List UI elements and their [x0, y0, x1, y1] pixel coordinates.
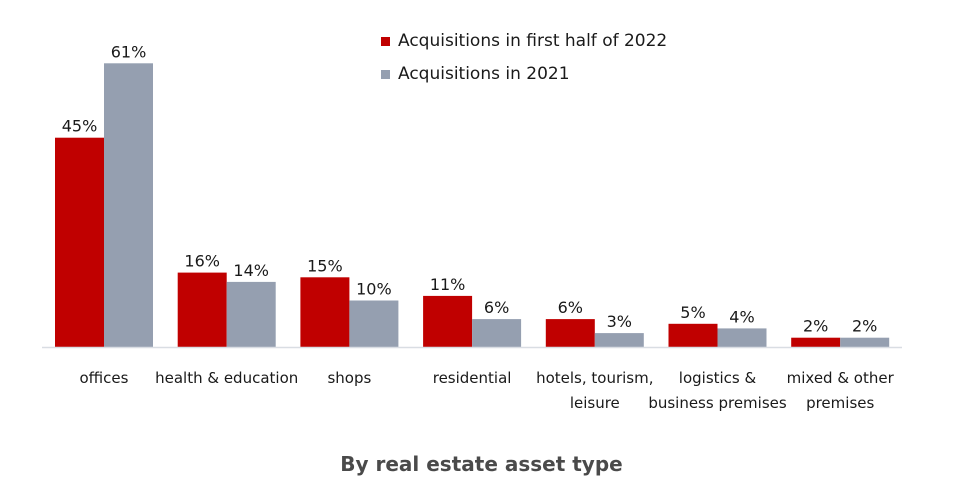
legend-item-2022: Acquisitions in first half of 2022 — [381, 30, 667, 52]
bar-residential-2021 — [472, 319, 522, 347]
category-label-hotels-tourism-leisure-line2: leisure — [570, 394, 620, 412]
value-label-health-education-2022h1: 16% — [184, 252, 220, 271]
category-label-health-education: health & education — [155, 369, 298, 387]
value-label-logistics-business-premises-2022h1: 5% — [680, 303, 705, 322]
category-label-logistics-business-premises-line2: business premises — [648, 394, 787, 412]
category-label-logistics-business-premises-line1: logistics & — [679, 369, 757, 387]
value-label-mixed-other-premises-2022h1: 2% — [803, 317, 828, 336]
legend-swatch-2022 — [381, 36, 390, 46]
category-label-mixed-other-premises-line1: mixed & other — [787, 369, 895, 387]
bar-hotels-tourism-leisure-2021 — [594, 333, 644, 348]
legend-label-2022: Acquisitions in first half of 2022 — [398, 31, 668, 51]
bar-shops-2022h1 — [300, 277, 350, 348]
value-label-hotels-tourism-leisure-2021: 3% — [607, 312, 632, 331]
bar-health-education-2022h1 — [177, 272, 227, 347]
legend-item-2021: Acquisitions in 2021 — [381, 63, 667, 85]
bar-hotels-tourism-leisure-2022h1 — [545, 319, 595, 347]
value-label-shops-2022h1: 15% — [307, 256, 343, 275]
category-label-hotels-tourism-leisure-line1: hotels, tourism, — [536, 369, 653, 387]
value-label-offices-2022h1: 45% — [62, 117, 98, 136]
value-label-hotels-tourism-leisure-2022h1: 6% — [558, 298, 583, 317]
bar-chart: 45% 61% 16% 14% 15% 10% 11% 6% 6% 3% 5% 4% 2% 2% offi… — [42, 42, 902, 412]
value-label-offices-2021: 61% — [111, 42, 147, 61]
bar-logistics-business-premises-2021 — [717, 328, 767, 347]
legend: Acquisitions in first half of 2022 Acqui… — [381, 30, 667, 96]
bar-logistics-business-premises-2022h1 — [668, 323, 718, 348]
bars-group — [55, 63, 890, 348]
category-labels-group: offices health & education shops residentia… — [80, 369, 895, 412]
legend-swatch-2021 — [381, 69, 390, 79]
bar-offices-2022h1 — [55, 137, 104, 347]
value-label-shops-2021: 10% — [356, 280, 392, 299]
category-label-residential: residential — [433, 369, 512, 387]
bar-residential-2022h1 — [423, 295, 473, 348]
value-label-residential-2021: 6% — [484, 298, 509, 317]
category-label-offices: offices — [80, 369, 129, 387]
bar-health-education-2021 — [226, 281, 276, 347]
legend-label-2021: Acquisitions in 2021 — [398, 64, 570, 84]
value-label-logistics-business-premises-2021: 4% — [729, 307, 754, 326]
bar-mixed-other-premises-2022h1 — [791, 337, 841, 347]
value-label-mixed-other-premises-2021: 2% — [852, 317, 877, 336]
bar-offices-2021 — [104, 63, 153, 348]
bar-shops-2021 — [349, 300, 399, 347]
value-labels-group: 45% 61% 16% 14% 15% 10% 11% 6% 6% 3% 5% 4% 2% 2% — [62, 42, 878, 335]
chart-title: By real estate asset type — [340, 452, 623, 476]
value-label-health-education-2021: 14% — [233, 261, 269, 280]
bar-mixed-other-premises-2021 — [840, 337, 890, 347]
category-label-shops: shops — [327, 369, 371, 387]
category-label-mixed-other-premises-line2: premises — [806, 394, 874, 412]
value-label-residential-2022h1: 11% — [430, 275, 466, 294]
